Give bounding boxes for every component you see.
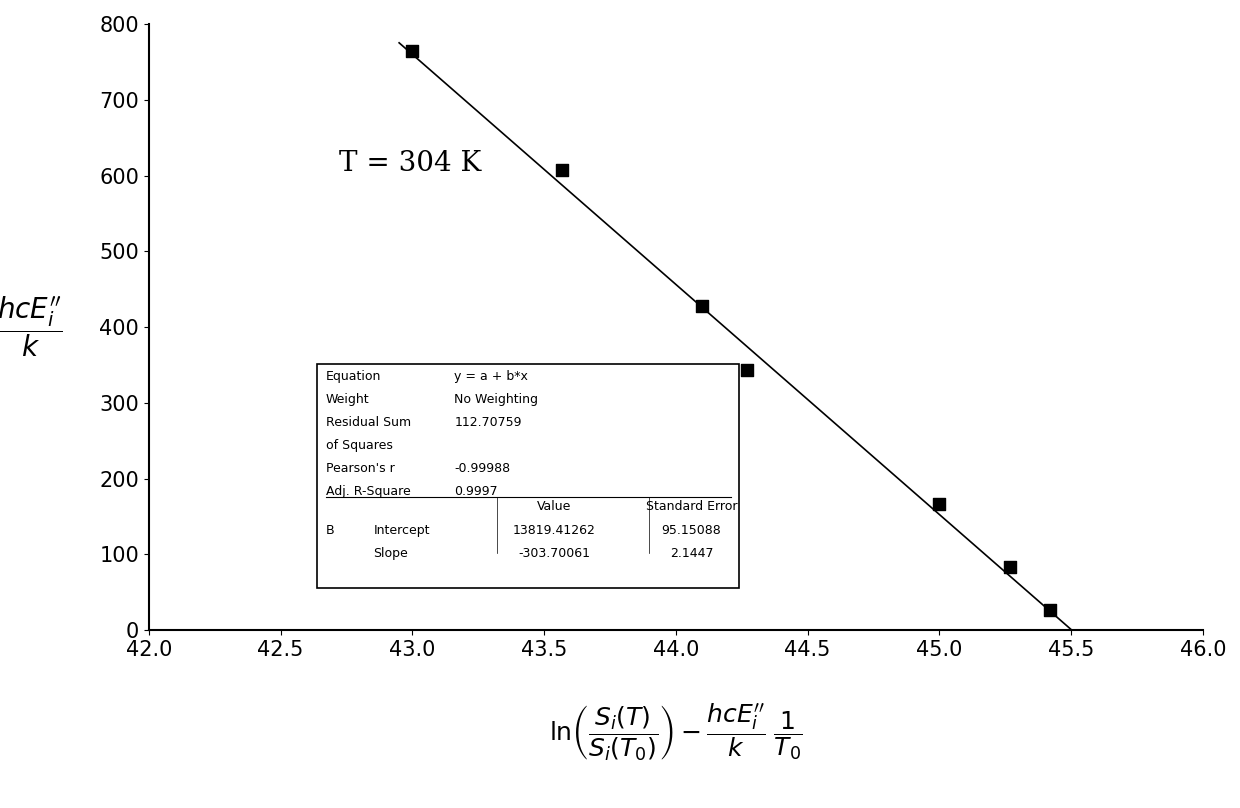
- Text: 2.1447: 2.1447: [670, 546, 713, 560]
- Y-axis label: $\dfrac{hcE_i^{\prime\prime}}{k}$: $\dfrac{hcE_i^{\prime\prime}}{k}$: [0, 295, 63, 360]
- Text: -0.99988: -0.99988: [455, 462, 511, 475]
- Text: T = 304 K: T = 304 K: [339, 150, 481, 177]
- Text: B: B: [326, 524, 335, 537]
- Point: [1040, 604, 1060, 617]
- Text: Pearson's r: Pearson's r: [326, 462, 394, 475]
- Point: [737, 364, 756, 377]
- Text: Equation: Equation: [326, 370, 381, 383]
- Text: Adj. R-Square: Adj. R-Square: [326, 485, 410, 498]
- FancyBboxPatch shape: [317, 364, 739, 588]
- Point: [1001, 561, 1021, 574]
- Text: Intercept: Intercept: [373, 524, 430, 537]
- Text: No Weighting: No Weighting: [455, 393, 538, 406]
- Text: Value: Value: [537, 500, 572, 514]
- Text: 13819.41262: 13819.41262: [513, 524, 596, 537]
- Text: y = a + b*x: y = a + b*x: [455, 370, 528, 383]
- Text: of Squares: of Squares: [326, 439, 393, 452]
- Point: [929, 497, 949, 510]
- Text: Slope: Slope: [373, 546, 408, 560]
- Text: Residual Sum: Residual Sum: [326, 415, 410, 429]
- Text: -303.70061: -303.70061: [518, 546, 590, 560]
- Point: [402, 44, 422, 57]
- Text: Weight: Weight: [326, 393, 370, 406]
- Text: 112.70759: 112.70759: [455, 415, 522, 429]
- Point: [692, 300, 712, 313]
- Text: 95.15088: 95.15088: [662, 524, 722, 537]
- Point: [553, 164, 573, 177]
- Text: 0.9997: 0.9997: [455, 485, 498, 498]
- Text: Standard Error: Standard Error: [646, 500, 738, 514]
- X-axis label: $\ln\!\left(\dfrac{S_i(T)}{S_i(T_0)}\right) - \dfrac{hcE_i^{\prime\prime}}{k}\;\: $\ln\!\left(\dfrac{S_i(T)}{S_i(T_0)}\rig…: [549, 701, 802, 764]
